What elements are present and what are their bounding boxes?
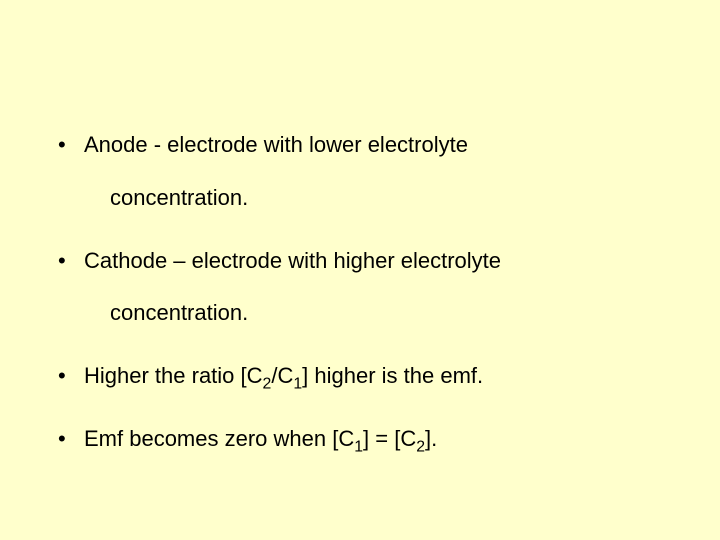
bullet-item-emf-zero: Emf becomes zero when [C1] = [C2]. xyxy=(50,424,670,455)
bullet-text-part: /C xyxy=(271,363,293,388)
bullet-item-ratio: Higher the ratio [C2/C1] higher is the e… xyxy=(50,361,670,392)
bullet-text-part: ] higher is the emf. xyxy=(302,363,483,388)
bullet-text-part: ]. xyxy=(425,426,437,451)
bullet-item-anode: Anode - electrode with lower electrolyte… xyxy=(50,130,670,214)
bullet-text: Cathode – electrode with higher electrol… xyxy=(84,248,501,273)
bullet-text-part: ] = [C xyxy=(363,426,416,451)
bullet-text-continuation: concentration. xyxy=(84,298,670,329)
bullet-text: Anode - electrode with lower electrolyte xyxy=(84,132,468,157)
subscript: 1 xyxy=(354,438,363,455)
subscript: 1 xyxy=(293,376,302,393)
bullet-list: Anode - electrode with lower electrolyte… xyxy=(50,130,670,455)
bullet-text-continuation: concentration. xyxy=(84,183,670,214)
subscript: 2 xyxy=(416,438,425,455)
bullet-text-part: Higher the ratio [C xyxy=(84,363,263,388)
bullet-text-part: Emf becomes zero when [C xyxy=(84,426,354,451)
bullet-item-cathode: Cathode – electrode with higher electrol… xyxy=(50,246,670,330)
